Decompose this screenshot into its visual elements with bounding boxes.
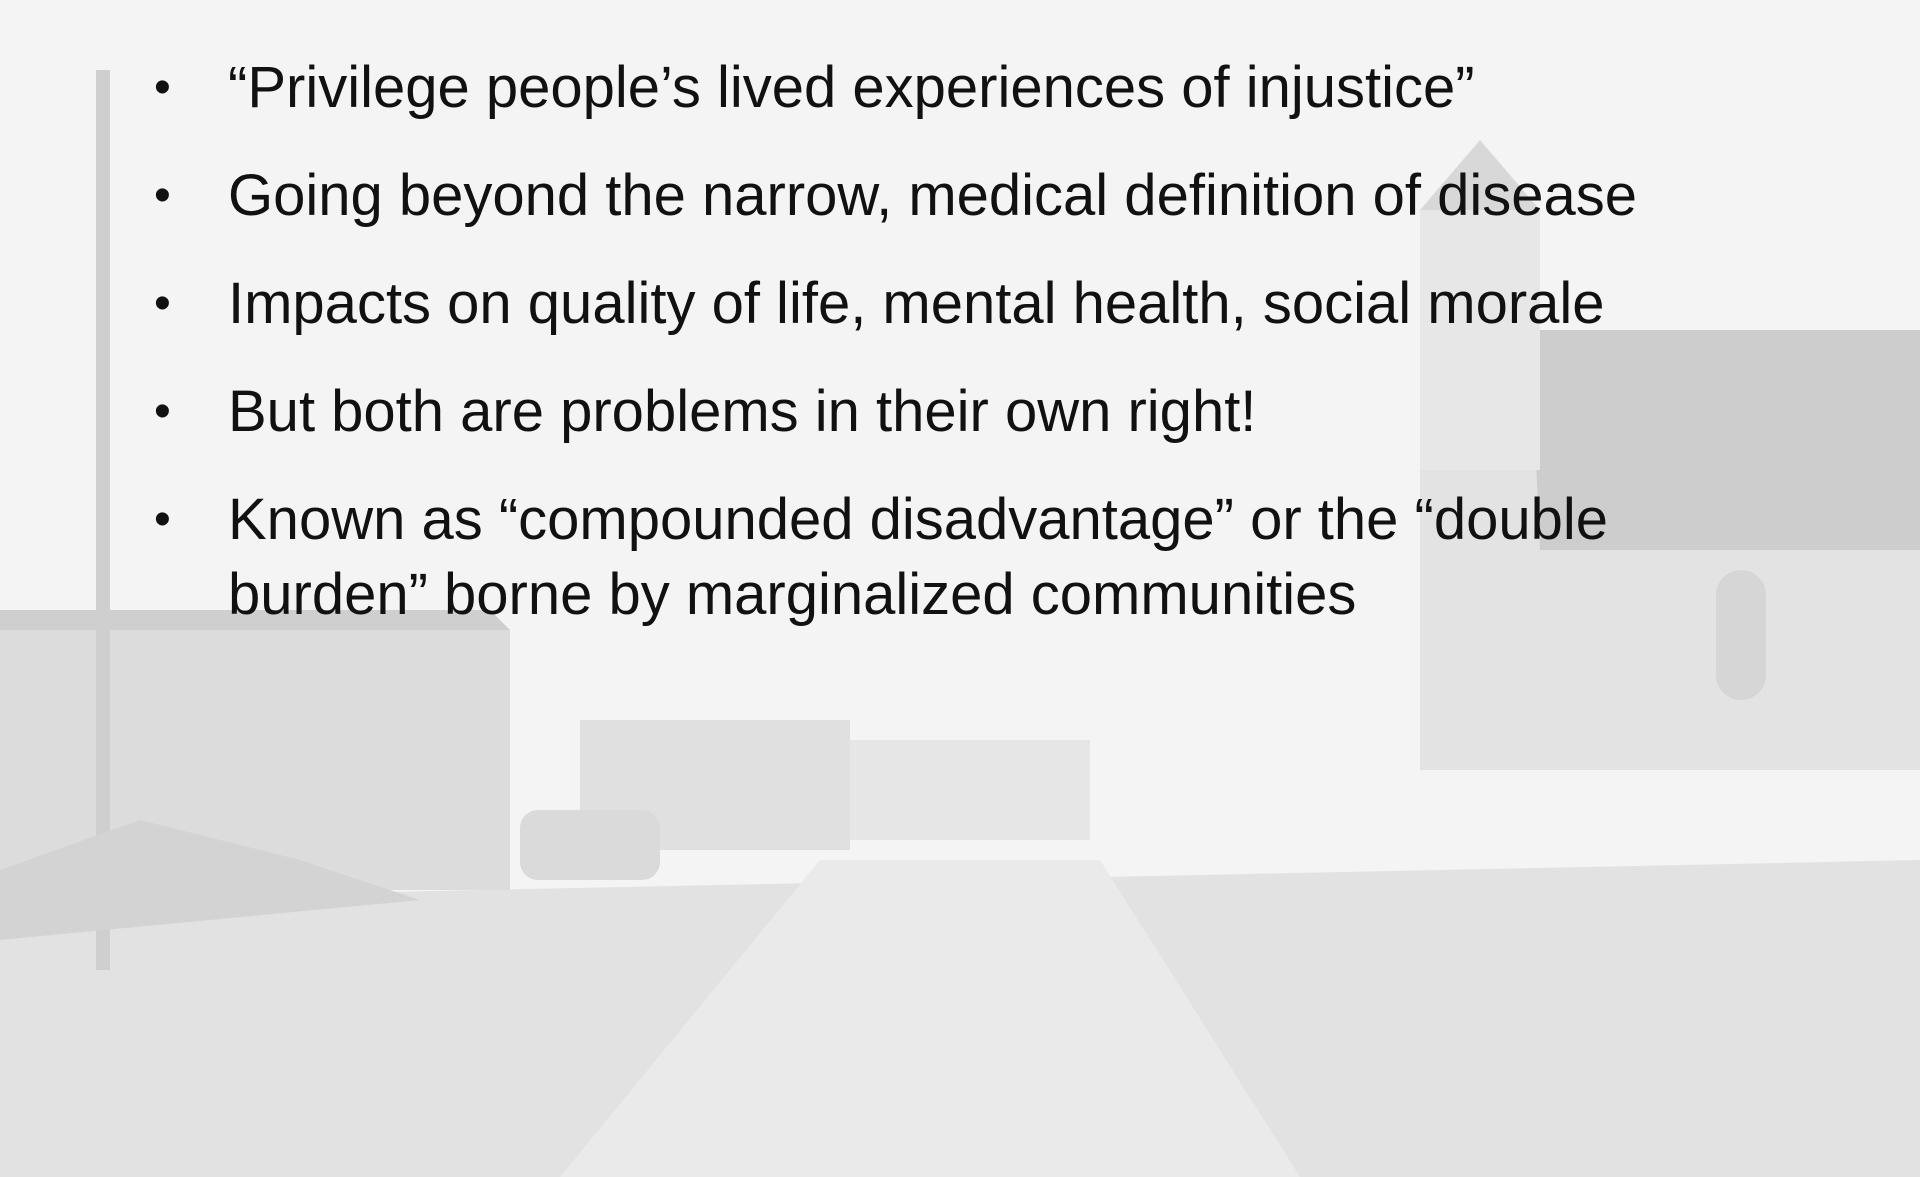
bullet-text: Going beyond the narrow, medical definit… [228, 163, 1637, 228]
bullet-list: • “Privilege people’s lived experiences o… [148, 50, 1788, 665]
bullet-item: • Impacts on quality of life, mental heal… [148, 266, 1788, 341]
bullet-text: Known as “compounded disadvantage” or th… [228, 487, 1608, 627]
slide: • “Privilege people’s lived experiences o… [0, 0, 1920, 1177]
bullet-text: Impacts on quality of life, mental healt… [228, 271, 1605, 336]
bullet-item: • Known as “compounded disadvantage” or t… [148, 482, 1788, 632]
bullet-item: • But both are problems in their own righ… [148, 374, 1788, 449]
bullet-text: But both are problems in their own right… [228, 379, 1256, 444]
bullet-marker: • [154, 266, 171, 341]
bullet-marker: • [154, 482, 171, 557]
bullet-text: “Privilege people’s lived experiences of… [228, 55, 1475, 120]
bullet-marker: • [154, 374, 171, 449]
bullet-marker: • [154, 158, 171, 233]
bullet-marker: • [154, 50, 171, 125]
bullet-item: • “Privilege people’s lived experiences o… [148, 50, 1788, 125]
bullet-item: • Going beyond the narrow, medical defini… [148, 158, 1788, 233]
